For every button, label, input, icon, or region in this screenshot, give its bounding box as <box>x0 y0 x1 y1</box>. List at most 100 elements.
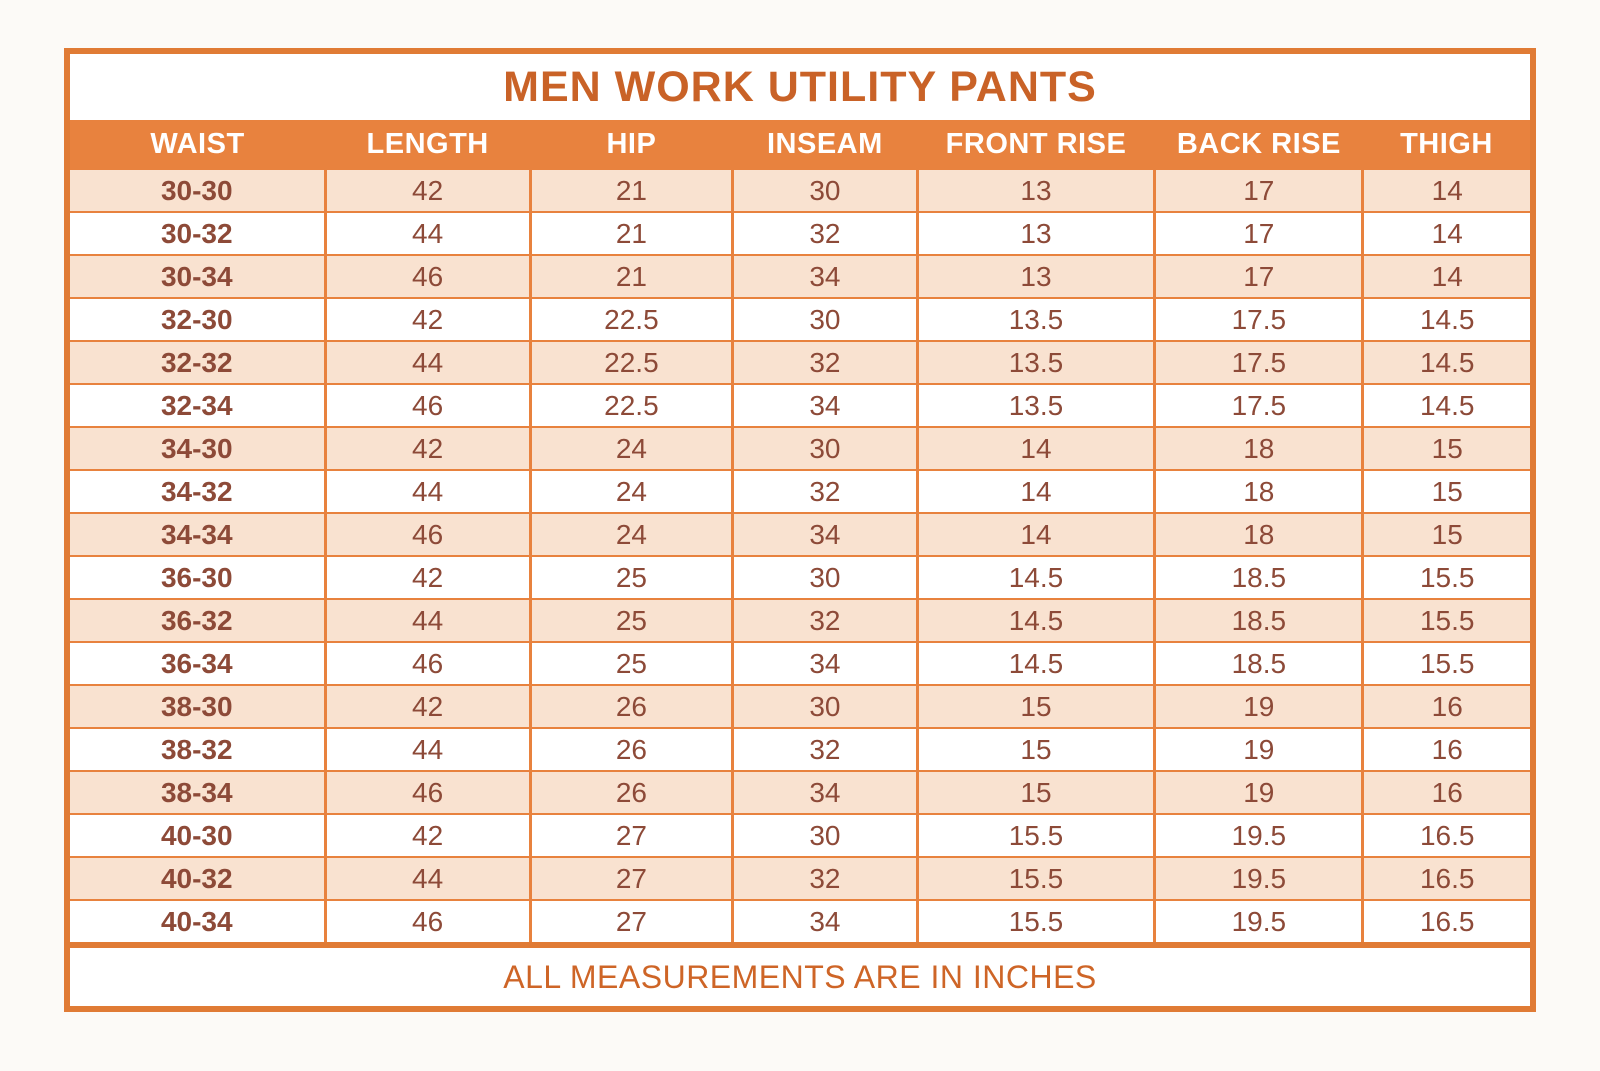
value-cell: 42 <box>323 684 532 729</box>
table-row: 38-34 46 26 34 15 19 16 <box>65 770 1535 815</box>
value-cell: 26 <box>528 727 735 772</box>
value-cell: 21 <box>528 168 735 213</box>
value-cell: 13.5 <box>915 340 1157 385</box>
value-cell: 25 <box>528 598 735 643</box>
value-cell: 26 <box>528 770 735 815</box>
waist-cell: 40-32 <box>65 856 327 901</box>
value-cell: 30 <box>731 684 919 729</box>
size-chart-table: MEN WORK UTILITY PANTS WAIST LENGTH HIP INS… <box>64 48 1536 1012</box>
value-cell: 30 <box>731 813 919 858</box>
value-cell: 14.5 <box>915 555 1157 600</box>
value-cell: 14 <box>915 426 1157 471</box>
value-cell: 18 <box>1153 512 1365 557</box>
value-cell: 25 <box>528 555 735 600</box>
value-cell: 15 <box>1361 512 1535 557</box>
value-cell: 46 <box>323 383 532 428</box>
value-cell: 15.5 <box>1361 598 1535 643</box>
table-row: 32-32 44 22.5 32 13.5 17.5 14.5 <box>65 340 1535 385</box>
value-cell: 34 <box>731 641 919 686</box>
value-cell: 14.5 <box>1361 383 1535 428</box>
table-body: 30-30 42 21 30 13 17 14 30-32 44 21 32 13 17 14 30-34 4… <box>65 168 1535 946</box>
value-cell: 46 <box>323 641 532 686</box>
value-cell: 25 <box>528 641 735 686</box>
value-cell: 19 <box>1153 727 1365 772</box>
waist-cell: 38-34 <box>65 770 327 815</box>
value-cell: 32 <box>731 469 919 514</box>
chart-title: MEN WORK UTILITY PANTS <box>67 51 1533 120</box>
table-row: 36-34 46 25 34 14.5 18.5 15.5 <box>65 641 1535 686</box>
value-cell: 19 <box>1153 770 1365 815</box>
table-row: 40-32 44 27 32 15.5 19.5 16.5 <box>65 856 1535 901</box>
value-cell: 18.5 <box>1153 598 1365 643</box>
waist-cell: 34-30 <box>65 426 327 471</box>
table-row: 34-34 46 24 34 14 18 15 <box>65 512 1535 557</box>
waist-cell: 30-32 <box>65 211 327 256</box>
value-cell: 24 <box>528 469 735 514</box>
value-cell: 22.5 <box>528 297 735 342</box>
waist-cell: 30-34 <box>65 254 327 299</box>
value-cell: 22.5 <box>528 340 735 385</box>
value-cell: 34 <box>731 254 919 299</box>
value-cell: 21 <box>528 211 735 256</box>
value-cell: 44 <box>323 856 532 901</box>
value-cell: 30 <box>731 555 919 600</box>
table-foot: ALL MEASUREMENTS ARE IN INCHES <box>67 942 1533 1009</box>
table-row: 40-34 46 27 34 15.5 19.5 16.5 <box>65 899 1535 946</box>
value-cell: 32 <box>731 727 919 772</box>
value-cell: 44 <box>323 727 532 772</box>
value-cell: 22.5 <box>528 383 735 428</box>
value-cell: 16 <box>1361 684 1535 729</box>
value-cell: 32 <box>731 340 919 385</box>
value-cell: 42 <box>323 555 532 600</box>
value-cell: 14.5 <box>1361 297 1535 342</box>
table-row: 36-30 42 25 30 14.5 18.5 15.5 <box>65 555 1535 600</box>
column-header-front-rise: FRONT RISE <box>917 120 1155 169</box>
value-cell: 32 <box>731 211 919 256</box>
value-cell: 19.5 <box>1153 813 1365 858</box>
value-cell: 27 <box>528 813 735 858</box>
table-head: MEN WORK UTILITY PANTS WAIST LENGTH HIP INS… <box>67 51 1533 169</box>
value-cell: 42 <box>323 297 532 342</box>
value-cell: 15.5 <box>915 813 1157 858</box>
value-cell: 19 <box>1153 684 1365 729</box>
value-cell: 13 <box>915 168 1157 213</box>
column-header-length: LENGTH <box>325 120 531 169</box>
value-cell: 19.5 <box>1153 856 1365 901</box>
table-row: 36-32 44 25 32 14.5 18.5 15.5 <box>65 598 1535 643</box>
value-cell: 18.5 <box>1153 555 1365 600</box>
value-cell: 46 <box>323 512 532 557</box>
value-cell: 17 <box>1153 254 1365 299</box>
waist-cell: 38-30 <box>65 684 327 729</box>
value-cell: 13 <box>915 254 1157 299</box>
column-header-hip: HIP <box>530 120 733 169</box>
value-cell: 17.5 <box>1153 297 1365 342</box>
page: MEN WORK UTILITY PANTS WAIST LENGTH HIP INS… <box>64 48 1536 1012</box>
value-cell: 17 <box>1153 211 1365 256</box>
column-header-back-rise: BACK RISE <box>1154 120 1363 169</box>
value-cell: 42 <box>323 168 532 213</box>
value-cell: 46 <box>323 899 532 946</box>
footer-row: ALL MEASUREMENTS ARE IN INCHES <box>67 942 1533 1009</box>
value-cell: 15 <box>915 684 1157 729</box>
table-row: 30-34 46 21 34 13 17 14 <box>65 254 1535 299</box>
value-cell: 44 <box>323 598 532 643</box>
value-cell: 24 <box>528 512 735 557</box>
waist-cell: 34-32 <box>65 469 327 514</box>
value-cell: 32 <box>731 598 919 643</box>
title-row: MEN WORK UTILITY PANTS <box>67 51 1533 120</box>
value-cell: 15 <box>915 727 1157 772</box>
value-cell: 32 <box>731 856 919 901</box>
column-header-thigh: THIGH <box>1362 120 1533 169</box>
value-cell: 16.5 <box>1361 899 1535 946</box>
value-cell: 34 <box>731 383 919 428</box>
value-cell: 14.5 <box>915 598 1157 643</box>
value-cell: 16.5 <box>1361 856 1535 901</box>
value-cell: 44 <box>323 469 532 514</box>
value-cell: 46 <box>323 254 532 299</box>
table-row: 32-30 42 22.5 30 13.5 17.5 14.5 <box>65 297 1535 342</box>
waist-cell: 32-32 <box>65 340 327 385</box>
value-cell: 15.5 <box>1361 555 1535 600</box>
value-cell: 15 <box>915 770 1157 815</box>
value-cell: 34 <box>731 770 919 815</box>
waist-cell: 38-32 <box>65 727 327 772</box>
